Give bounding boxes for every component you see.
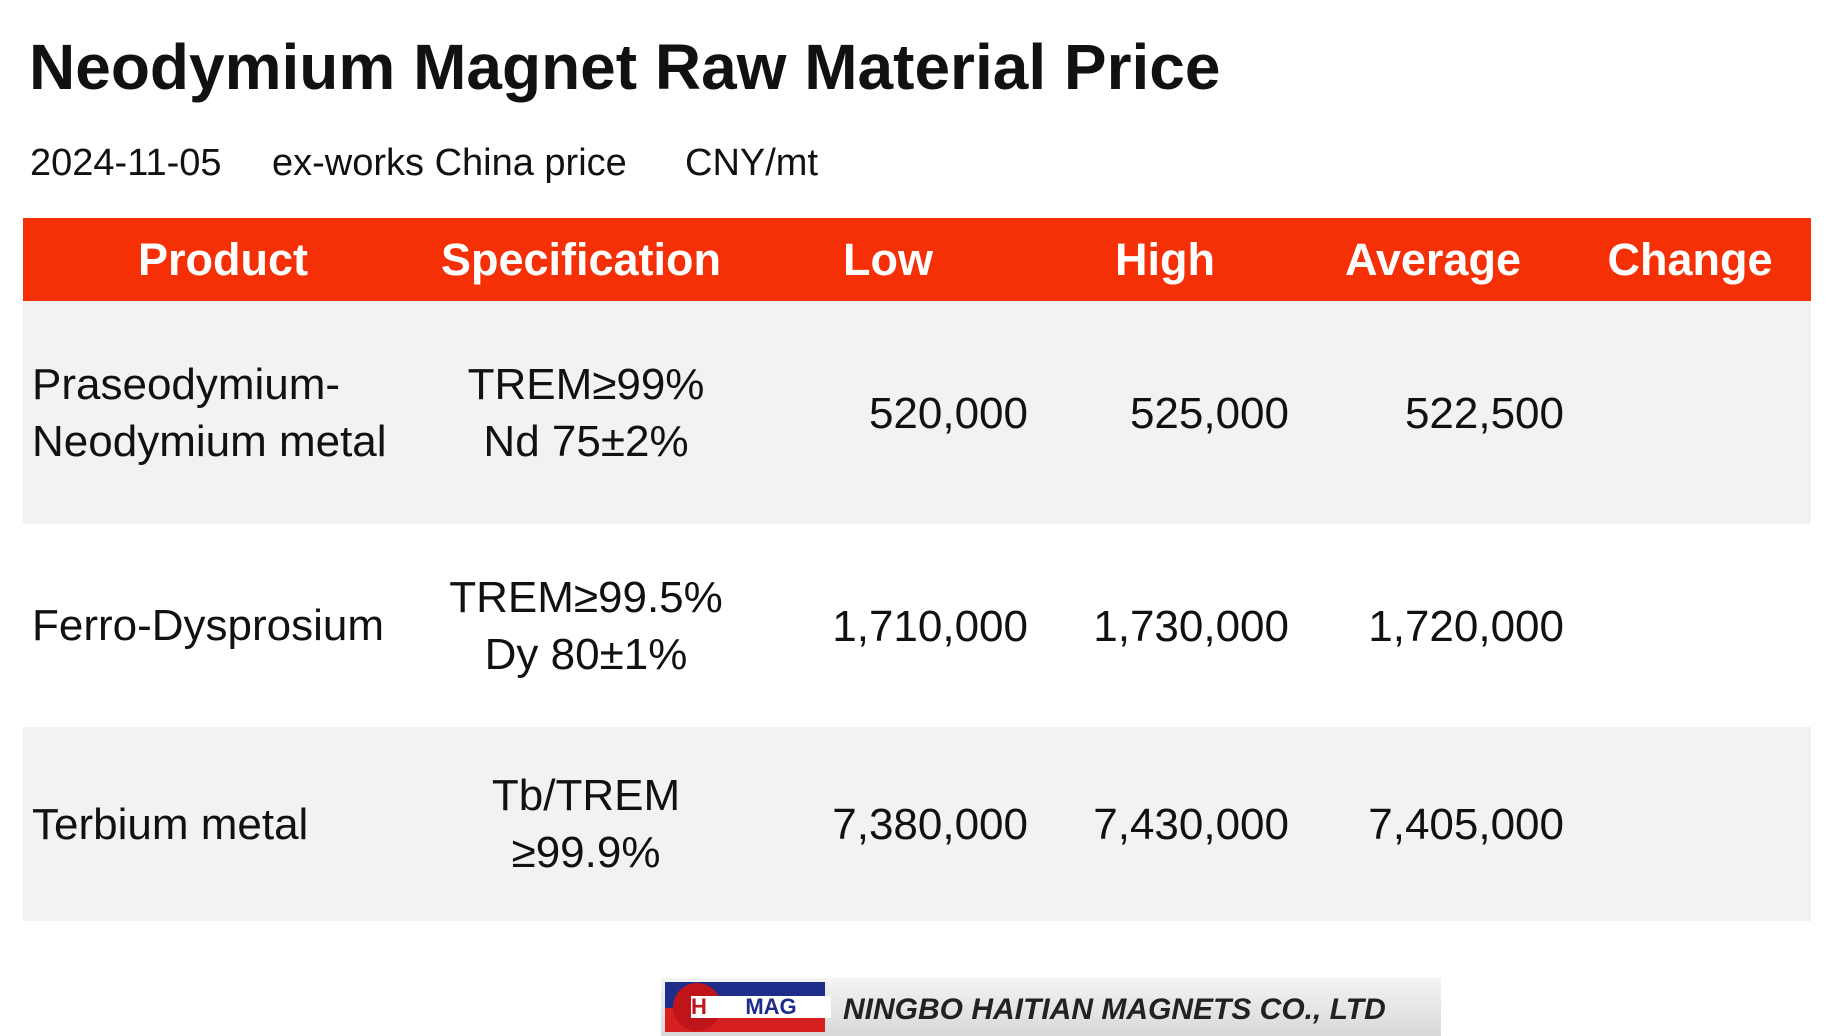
product: Terbium metal bbox=[32, 796, 308, 853]
spec-line: Tb/TREM bbox=[491, 771, 681, 820]
column-header: High bbox=[1115, 234, 1215, 285]
logo-letter: H bbox=[691, 994, 707, 1019]
average-price: 1,720,000 bbox=[1368, 601, 1564, 651]
logo-strip bbox=[691, 996, 831, 1018]
basis: ex-works China price bbox=[272, 142, 627, 184]
high-price: 525,000 bbox=[1129, 388, 1289, 438]
logo: H MAG NINGBO HAITIAN MAGNETS CO., LTD bbox=[661, 978, 1441, 1036]
low-price: 1,710,000 bbox=[832, 601, 1028, 651]
column-header: Average bbox=[1345, 234, 1521, 285]
product-line: Neodymium metal bbox=[32, 416, 387, 466]
title: Neodymium Magnet Raw Material Price bbox=[29, 31, 1221, 103]
table-row: Ferro-Dysprosium TREM≥99.5% Dy 80±1% 1,710,… bbox=[23, 524, 1811, 727]
spec-line: TREM≥99.5% bbox=[449, 572, 723, 622]
product: Praseodymium- Neodymium metal bbox=[32, 356, 387, 470]
logo-letters: MAG bbox=[745, 994, 796, 1019]
column-header: Specification bbox=[440, 234, 722, 285]
low-price: 7,380,000 bbox=[832, 800, 1028, 849]
product-line: Ferro-Dysprosium bbox=[32, 601, 385, 650]
logo-text: NINGBO HAITIAN MAGNETS CO., LTD bbox=[843, 993, 1386, 1026]
low-price: 520,000 bbox=[868, 388, 1028, 438]
specification: TREM≥99% Nd 75±2% bbox=[468, 356, 705, 470]
spec-line: Dy 80±1% bbox=[484, 629, 688, 679]
product: Ferro-Dysprosium bbox=[32, 597, 384, 654]
average-price: 522,500 bbox=[1404, 388, 1564, 438]
spec-line: TREM≥99% bbox=[467, 359, 705, 409]
spec-line: Nd 75±2% bbox=[483, 416, 689, 466]
product-line: Praseodymium- bbox=[32, 359, 341, 409]
logo-mark: H MAG NINGBO HAITIAN MAGNETS CO., LTD bbox=[665, 982, 1386, 1032]
specification: TREM≥99.5% Dy 80±1% bbox=[449, 569, 723, 683]
high-price: 1,730,000 bbox=[1093, 601, 1289, 651]
unit: CNY/mt bbox=[685, 142, 818, 184]
spec-line: ≥99.9% bbox=[511, 828, 661, 877]
column-header: Change bbox=[1607, 234, 1773, 285]
table-header: Product Specification Low High Average Change bbox=[23, 218, 1811, 301]
column-header: Product bbox=[137, 234, 309, 285]
average-price: 7,405,000 bbox=[1368, 800, 1564, 849]
table-row: Praseodymium- Neodymium metal TREM≥99% Nd 7… bbox=[23, 301, 1811, 524]
product-line: Terbium metal bbox=[32, 799, 309, 849]
specification: Tb/TREM ≥99.9% bbox=[492, 767, 680, 881]
column-header: Low bbox=[843, 234, 933, 285]
table-row: Terbium metal Tb/TREM ≥99.9% 7,380,000 7,430… bbox=[23, 727, 1811, 921]
high-price: 7,430,000 bbox=[1093, 800, 1289, 849]
date: 2024-11-05 bbox=[30, 142, 222, 184]
